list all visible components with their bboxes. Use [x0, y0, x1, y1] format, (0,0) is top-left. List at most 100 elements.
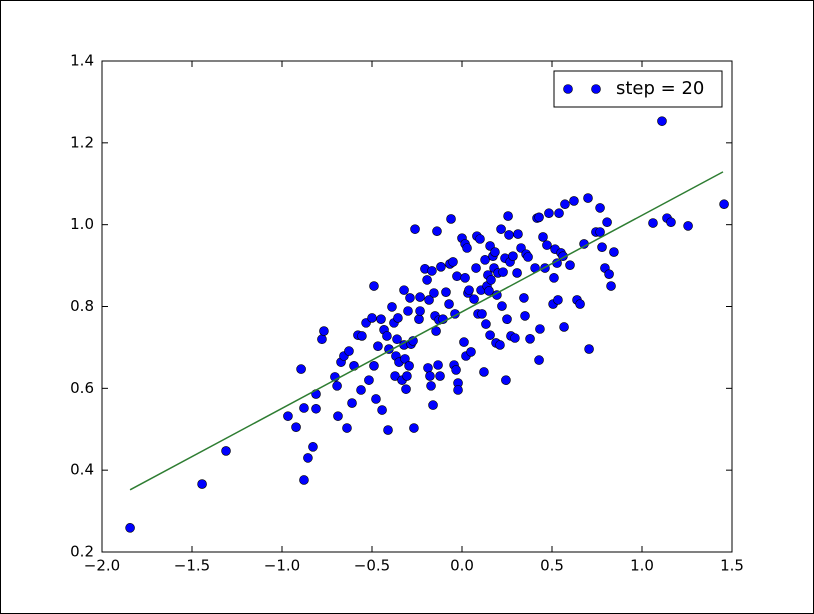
point [453, 385, 463, 395]
point [575, 299, 585, 309]
point [333, 411, 343, 421]
x-tick-label: 1.5 [720, 557, 744, 575]
point [583, 193, 593, 203]
point [432, 226, 442, 237]
point [393, 313, 403, 323]
point [429, 288, 439, 298]
point [403, 306, 413, 316]
point [523, 252, 533, 262]
point [415, 292, 425, 302]
legend-marker [591, 84, 601, 94]
point [475, 234, 485, 244]
point [609, 247, 619, 257]
x-tick-label: −1.5 [174, 557, 210, 575]
point [569, 196, 579, 206]
point [221, 446, 231, 456]
point [595, 203, 605, 213]
point [382, 331, 392, 341]
x-tick-label: −2.0 [84, 557, 120, 575]
point [484, 286, 494, 296]
point [606, 281, 616, 291]
point [377, 405, 387, 415]
point [125, 523, 135, 533]
point [497, 301, 507, 311]
point [553, 295, 563, 305]
point [464, 285, 474, 295]
point [481, 319, 491, 329]
point [436, 262, 446, 272]
y-tick-label: 1.2 [70, 133, 94, 151]
point [332, 381, 342, 391]
point [373, 341, 383, 351]
point [462, 243, 472, 253]
point [291, 422, 301, 433]
y-tick-label: 0.2 [70, 543, 94, 561]
point [542, 240, 552, 250]
point [387, 302, 397, 312]
point [435, 371, 445, 381]
point [369, 281, 379, 291]
point [433, 360, 443, 370]
point [367, 313, 377, 323]
point [342, 423, 352, 433]
point [584, 344, 594, 354]
point [719, 199, 729, 210]
point [414, 314, 424, 324]
point [595, 227, 605, 237]
y-tick-label: 0.4 [70, 461, 94, 479]
point [303, 453, 313, 463]
point [308, 442, 318, 452]
point [392, 334, 402, 345]
point [504, 230, 514, 240]
point [376, 314, 386, 324]
point [501, 375, 511, 385]
point [405, 293, 415, 303]
point [471, 263, 481, 273]
point [402, 371, 412, 381]
point [604, 269, 614, 279]
x-tick-label: −0.5 [354, 557, 390, 575]
legend-label: step = 20 [616, 78, 704, 99]
point [319, 326, 329, 336]
point [520, 311, 530, 321]
point [390, 371, 400, 381]
point [503, 211, 513, 221]
point [666, 217, 676, 228]
point [657, 116, 667, 126]
point [597, 242, 607, 252]
point [512, 268, 522, 278]
y-tick-label: 1.4 [70, 52, 94, 70]
point [648, 218, 658, 228]
point [448, 257, 458, 267]
point [535, 324, 545, 334]
point [466, 347, 476, 357]
point [513, 229, 523, 239]
x-tick-label: 1.0 [630, 557, 654, 575]
point [519, 293, 529, 303]
point [404, 361, 414, 371]
point [469, 294, 479, 304]
point [480, 255, 490, 265]
point [446, 214, 456, 224]
point [485, 330, 495, 340]
point [400, 354, 410, 364]
x-tick-label: 0.0 [450, 557, 474, 575]
point [502, 314, 512, 324]
point [559, 322, 569, 332]
point [479, 367, 489, 377]
fit-line [129, 171, 724, 491]
point [441, 287, 451, 297]
point [344, 346, 354, 356]
x-tick-label: 0.5 [540, 557, 564, 575]
point [410, 224, 420, 234]
point [459, 337, 469, 347]
plot-area [101, 60, 733, 553]
y-tick-label: 1.0 [70, 215, 94, 233]
point [399, 285, 409, 295]
point [602, 217, 612, 228]
point [299, 475, 309, 485]
point [364, 375, 374, 385]
point [495, 340, 505, 350]
